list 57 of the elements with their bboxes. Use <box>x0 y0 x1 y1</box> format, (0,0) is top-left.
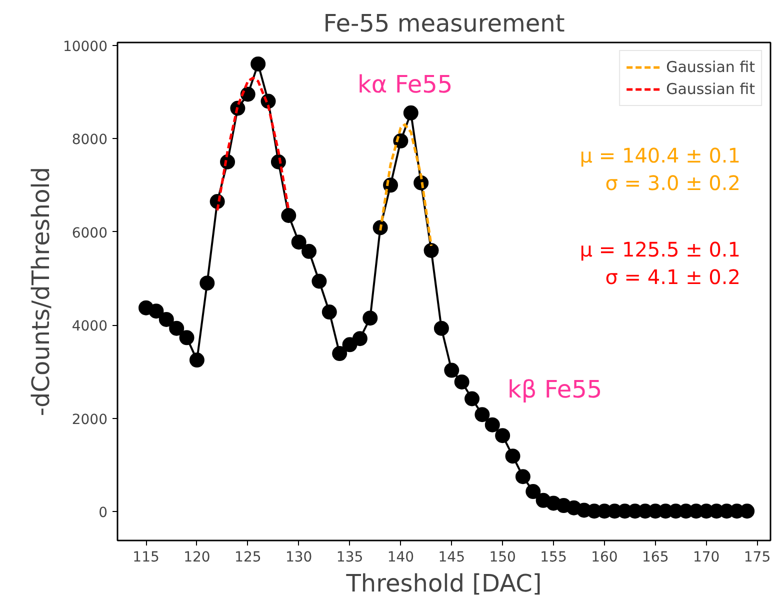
point <box>332 346 348 362</box>
point <box>302 244 317 259</box>
point <box>474 407 490 422</box>
point <box>515 469 530 484</box>
y-tick-label: 0 <box>98 505 108 522</box>
annotation: μ = 140.4 ± 0.1 σ = 3.0 ± 0.2 <box>580 144 740 196</box>
x-tick-label: 155 <box>540 550 567 566</box>
point <box>403 105 418 120</box>
point <box>495 428 510 444</box>
point <box>189 352 204 368</box>
point <box>179 330 194 346</box>
point <box>158 312 174 327</box>
point <box>526 484 541 500</box>
point <box>505 448 520 464</box>
annotation: kβ Fe55 <box>508 376 602 404</box>
point <box>148 304 164 319</box>
point <box>484 417 500 432</box>
point <box>454 374 470 390</box>
point <box>291 234 306 250</box>
y-axis-title: -dCounts/dThreshold <box>26 166 55 416</box>
x-tick-label: 130 <box>285 550 312 566</box>
x-tick-label: 160 <box>591 550 618 566</box>
point <box>240 86 256 102</box>
point <box>434 320 449 336</box>
x-tick-label: 175 <box>744 550 771 566</box>
x-tick-label: 120 <box>184 550 210 566</box>
annotation: μ = 125.5 ± 0.1 σ = 4.1 ± 0.2 <box>580 238 740 290</box>
x-tick-label: 170 <box>692 550 720 566</box>
point <box>362 310 378 326</box>
point <box>312 274 327 289</box>
x-tick-label: 150 <box>489 550 516 566</box>
point <box>424 242 439 258</box>
y-tick-label: 4000 <box>72 318 108 335</box>
x-tick-label: 115 <box>132 550 160 566</box>
point <box>740 504 755 519</box>
y-tick-label: 6000 <box>72 225 108 242</box>
legend-label: Gaussian fit <box>666 80 755 98</box>
y-tick-label: 8000 <box>72 132 108 148</box>
legend-label: Gaussian fit <box>666 58 755 76</box>
annotation: kα Fe55 <box>358 70 453 98</box>
point <box>464 391 480 406</box>
point <box>169 320 184 336</box>
chart-title: Fe-55 measurement <box>323 10 565 38</box>
point <box>352 331 368 346</box>
y-tick-label: 10000 <box>62 38 108 55</box>
x-tick-label: 125 <box>234 550 262 566</box>
point <box>281 208 296 223</box>
x-tick-label: 135 <box>336 550 364 566</box>
point <box>322 304 337 320</box>
x-tick-label: 145 <box>438 550 466 566</box>
x-tick-label: 140 <box>387 550 414 566</box>
point <box>250 56 266 72</box>
point <box>200 276 215 291</box>
x-tick-label: 165 <box>642 550 669 566</box>
x-axis-title: Threshold [DAC] <box>345 570 542 598</box>
y-tick-label: 2000 <box>72 412 108 428</box>
point <box>444 362 460 378</box>
